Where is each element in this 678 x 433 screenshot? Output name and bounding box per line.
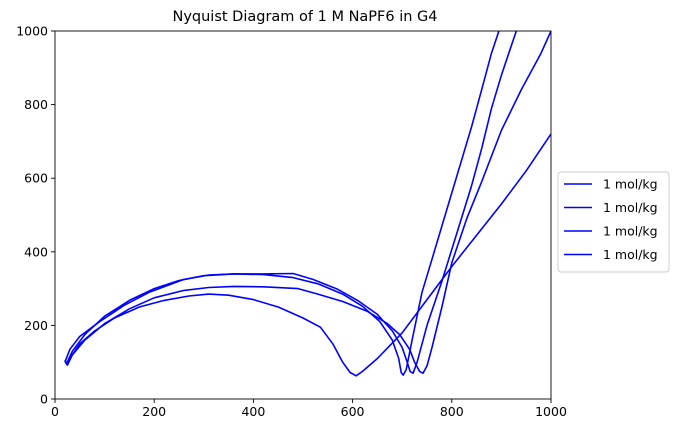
x-tick-label: 1000 <box>535 404 567 419</box>
x-tick-label: 0 <box>51 404 59 419</box>
series-line-2 <box>64 31 500 376</box>
legend-label: 1 mol/kg <box>603 247 658 262</box>
y-tick-label: 400 <box>24 244 48 259</box>
y-tick-label: 600 <box>24 171 48 186</box>
y-tick-label: 800 <box>24 97 48 112</box>
x-tick-label: 400 <box>241 404 265 419</box>
y-tick-label: 0 <box>40 392 48 407</box>
y-tick-label: 200 <box>24 318 48 333</box>
series-line-1 <box>64 133 551 377</box>
legend-label: 1 mol/kg <box>603 224 658 239</box>
x-tick-label: 600 <box>341 404 365 419</box>
x-tick-label: 200 <box>142 404 166 419</box>
y-tick-label: 1000 <box>16 24 48 39</box>
plot-area <box>64 31 551 377</box>
legend-label: 1 mol/kg <box>603 177 658 192</box>
legend: 1 mol/kg 1 mol/kg 1 mol/kg 1 mol/kg <box>557 171 670 273</box>
axes-frame <box>54 30 552 400</box>
legend-box <box>557 171 670 273</box>
x-tick-label: 800 <box>440 404 464 419</box>
axes: 0 200 400 600 800 1000 0 200 400 600 800 1000 <box>16 24 567 420</box>
legend-label: 1 mol/kg <box>603 200 658 215</box>
series-line-4 <box>66 31 551 374</box>
chart-title: Nyquist Diagram of 1 M NaPF6 in G4 <box>172 9 437 25</box>
